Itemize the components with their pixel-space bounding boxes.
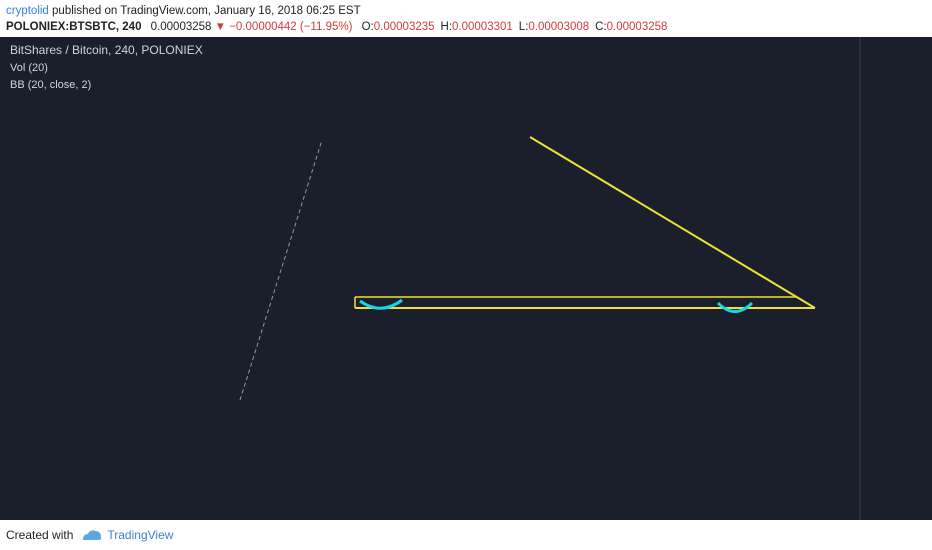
logo-cloud (83, 530, 102, 540)
descending-trendline (529, 136, 816, 309)
quote-value: 0.00003301 (452, 21, 513, 33)
symbol: POLONIEX:BTSBTC, 240 (6, 21, 142, 33)
publish-line: cryptolid published on TradingView.com, … (6, 3, 926, 19)
smile-left (359, 298, 403, 310)
created-with: Created with (6, 528, 74, 542)
price: 0.00003258 (150, 21, 212, 33)
quote-value: 0.00003235 (373, 21, 435, 33)
drawings (239, 136, 816, 401)
quote: O:0.00003235 H:0.00003301 L:0.00003008 C:0.… (356, 21, 668, 33)
change: ▼ −0.00000442 (−11.95%) (214, 21, 353, 33)
quote-value: 0.00003258 (606, 21, 668, 33)
chart: BitShares / Bitcoin, 240, POLONIEX Vol (… (0, 37, 932, 520)
quote-line: POLONIEX:BTSBTC, 240 0.00003258 ▼ −0.000… (6, 19, 926, 35)
published: published on TradingView.com, January 16… (52, 5, 361, 17)
quote-label: O: (361, 21, 374, 33)
quote-label: L: (518, 21, 529, 33)
chart-title: BitShares / Bitcoin, 240, POLONIEX (10, 43, 203, 57)
footer: Created with TradingView (0, 520, 932, 550)
indicator: BB (20, close, 2) (10, 79, 91, 91)
author[interactable]: cryptolid (6, 5, 49, 17)
quote-label: H: (440, 21, 453, 33)
logo (83, 530, 102, 540)
brand[interactable]: TradingView (107, 528, 174, 542)
fib-trend-line (239, 139, 323, 401)
indicator: Vol (20) (10, 62, 48, 74)
smile-right (716, 301, 754, 313)
header: cryptolid published on TradingView.com, … (0, 0, 932, 37)
quote-label: C: (595, 21, 607, 33)
price-axis-bg (860, 37, 932, 520)
quote-value: 0.00003008 (528, 21, 590, 33)
